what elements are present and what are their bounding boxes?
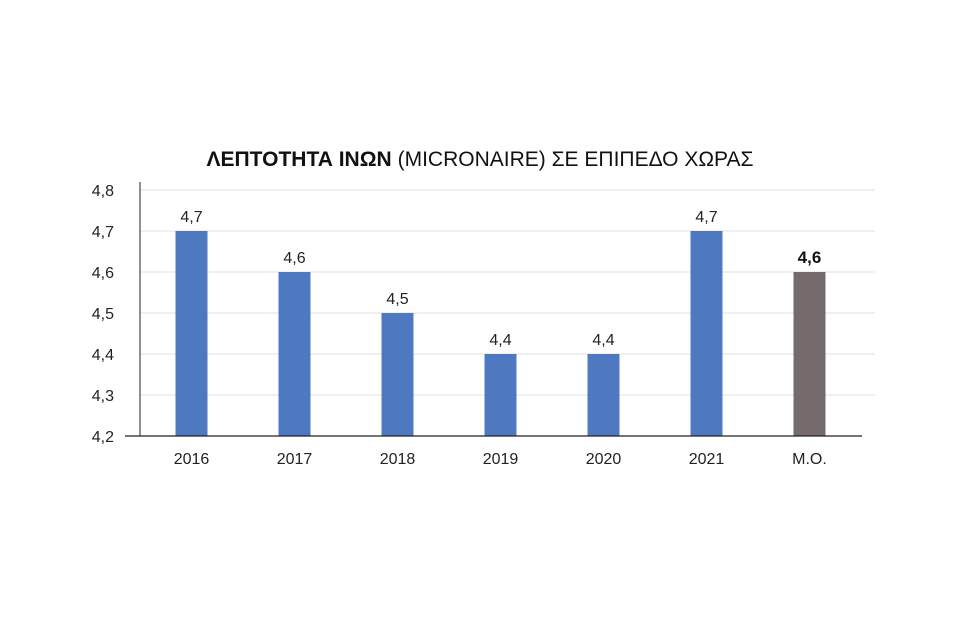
data-label: 4,6	[283, 250, 305, 267]
chart-title-bold: ΛΕΠΤΟΤΗΤΑ ΙΝΩΝ	[206, 148, 392, 171]
y-tick-label: 4,5	[92, 306, 114, 323]
data-label: 4,6	[798, 248, 822, 267]
data-label: 4,7	[180, 209, 202, 226]
x-tick-label: 2019	[483, 451, 519, 468]
bar	[175, 231, 208, 436]
bar	[793, 272, 826, 436]
x-tick-label: 2020	[586, 451, 622, 468]
data-label: 4,7	[695, 209, 717, 226]
chart-title: ΛΕΠΤΟΤΗΤΑ ΙΝΩΝ (MICRONAIRE) ΣΕ ΕΠΙΠΕΔΟ Χ…	[0, 148, 960, 172]
chart-title-rest: (MICRONAIRE) ΣΕ ΕΠΙΠΕΔΟ ΧΩΡΑΣ	[397, 148, 754, 171]
bar	[587, 354, 620, 436]
data-label: 4,5	[386, 291, 408, 308]
y-tick-label: 4,3	[92, 388, 114, 405]
bar	[484, 354, 517, 436]
bar	[381, 313, 414, 436]
x-tick-label: 2021	[689, 451, 725, 468]
x-tick-label: 2017	[277, 451, 313, 468]
y-tick-label: 4,2	[92, 429, 114, 446]
bar	[278, 272, 311, 436]
y-tick-label: 4,8	[92, 183, 114, 200]
x-tick-label: 2018	[380, 451, 416, 468]
y-tick-label: 4,4	[92, 347, 114, 364]
bar	[690, 231, 723, 436]
y-tick-label: 4,6	[92, 265, 114, 282]
y-tick-label: 4,7	[92, 224, 114, 241]
x-tick-label: 2016	[174, 451, 210, 468]
data-label: 4,4	[489, 332, 511, 349]
data-label: 4,4	[592, 332, 614, 349]
x-tick-label: M.O.	[792, 451, 827, 468]
